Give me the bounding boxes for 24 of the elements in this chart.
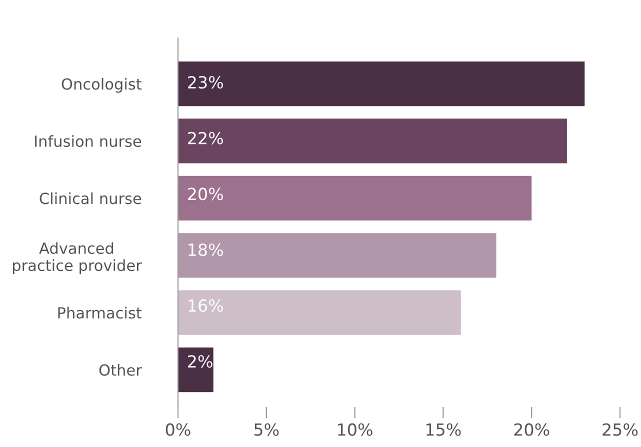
y-tick-label: Infusion nurse	[35, 135, 142, 147]
x-tick-label: 0%	[166, 423, 190, 436]
data-label: 16%	[188, 299, 223, 312]
bar	[178, 118, 567, 164]
data-label: 2%	[188, 355, 212, 368]
bar	[178, 233, 496, 278]
data-label: 23%	[188, 76, 223, 89]
x-tick-label: 10%	[338, 423, 372, 436]
x-tick-label: 15%	[426, 423, 461, 436]
data-label: 18%	[188, 243, 223, 256]
bar	[178, 290, 461, 335]
y-tick-label: Pharmacist	[58, 306, 142, 319]
y-tick-label: Other	[99, 364, 142, 376]
y-tick-label: Oncologist	[62, 78, 142, 93]
bar	[178, 176, 532, 220]
x-tick-label: 5%	[254, 423, 279, 436]
y-tick-label: Clinical nurse	[40, 192, 142, 204]
bar	[178, 61, 585, 106]
x-tick-label: 25%	[602, 423, 638, 436]
data-label: 20%	[188, 188, 223, 200]
y-tick-label: Advanced practice provider	[12, 242, 142, 274]
data-label: 22%	[188, 132, 223, 144]
x-tick-label: 20%	[514, 423, 550, 436]
bar	[178, 348, 214, 392]
